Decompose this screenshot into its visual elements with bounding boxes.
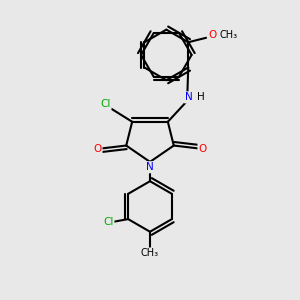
Text: Cl: Cl: [103, 217, 113, 227]
Text: O: O: [208, 30, 217, 40]
Text: O: O: [199, 143, 207, 154]
Text: Cl: Cl: [100, 99, 111, 109]
Text: N: N: [185, 92, 193, 102]
Text: CH₃: CH₃: [219, 30, 237, 40]
Text: N: N: [146, 162, 154, 172]
Text: H: H: [197, 92, 204, 102]
Text: CH₃: CH₃: [141, 248, 159, 258]
Text: O: O: [93, 143, 101, 154]
